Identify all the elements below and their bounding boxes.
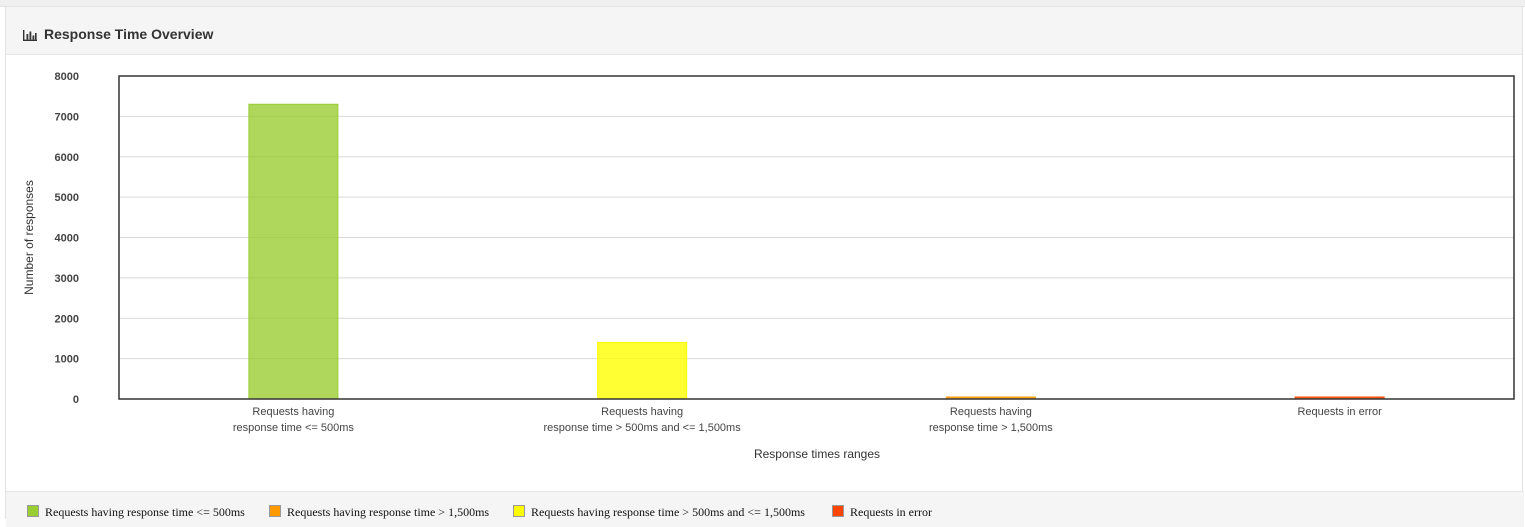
- legend-swatch: [832, 505, 844, 517]
- x-axis-title: Response times ranges: [754, 447, 880, 461]
- bar: [248, 103, 339, 400]
- legend-label: Requests having response time > 1,500ms: [287, 505, 490, 519]
- y-tick-label: 2000: [55, 313, 79, 325]
- legend-item[interactable]: Requests in error: [832, 505, 932, 519]
- bar: [597, 341, 688, 400]
- y-axis-title: Number of responses: [22, 180, 36, 295]
- x-tick-label: Requests having: [252, 406, 334, 418]
- x-tick-label: response time > 500ms and <= 1,500ms: [544, 422, 742, 434]
- plot-frame: [118, 75, 1515, 400]
- legend-item[interactable]: Requests having response time > 500ms an…: [513, 505, 805, 519]
- y-tick-label: 1000: [55, 354, 79, 366]
- x-tick-label: Requests having: [601, 406, 683, 418]
- legend-label: Requests having response time <= 500ms: [45, 505, 245, 519]
- panel-title: Response Time Overview: [44, 26, 214, 42]
- y-tick-label: 3000: [55, 273, 79, 285]
- legend-label: Requests having response time > 500ms an…: [531, 505, 805, 519]
- y-tick-label: 6000: [55, 152, 79, 164]
- y-tick-label: 7000: [55, 111, 79, 123]
- legend-item[interactable]: Requests having response time <= 500ms: [27, 505, 245, 519]
- response-time-bar-chart: 0 1000 2000 3000 4000 5000 6000 7000 8000 Request…: [22, 71, 1515, 461]
- x-tick-label: Requests in error: [1297, 406, 1382, 418]
- y-tick-label: 4000: [55, 233, 79, 245]
- y-tick-label: 0: [73, 394, 79, 406]
- legend-swatch: [27, 505, 39, 517]
- legend-item[interactable]: Requests having response time > 1,500ms: [269, 505, 489, 519]
- x-tick-label: Requests having: [950, 406, 1032, 418]
- chart-legend: Requests having response time <= 500ms Re…: [6, 491, 1524, 527]
- y-tick-label: 5000: [55, 192, 79, 204]
- y-tick-label: 8000: [55, 71, 79, 83]
- panel-heading: Response Time Overview: [6, 7, 1522, 55]
- legend-swatch: [513, 505, 525, 517]
- x-tick-label: response time > 1,500ms: [929, 422, 1053, 434]
- x-tick-label: response time <= 500ms: [233, 422, 355, 434]
- response-time-overview-panel: Response Time Overview 0 1000 2000 3000 4000…: [5, 6, 1524, 527]
- legend-label: Requests in error: [850, 505, 932, 519]
- legend-swatch: [269, 505, 281, 517]
- bar-chart-icon: [23, 30, 37, 41]
